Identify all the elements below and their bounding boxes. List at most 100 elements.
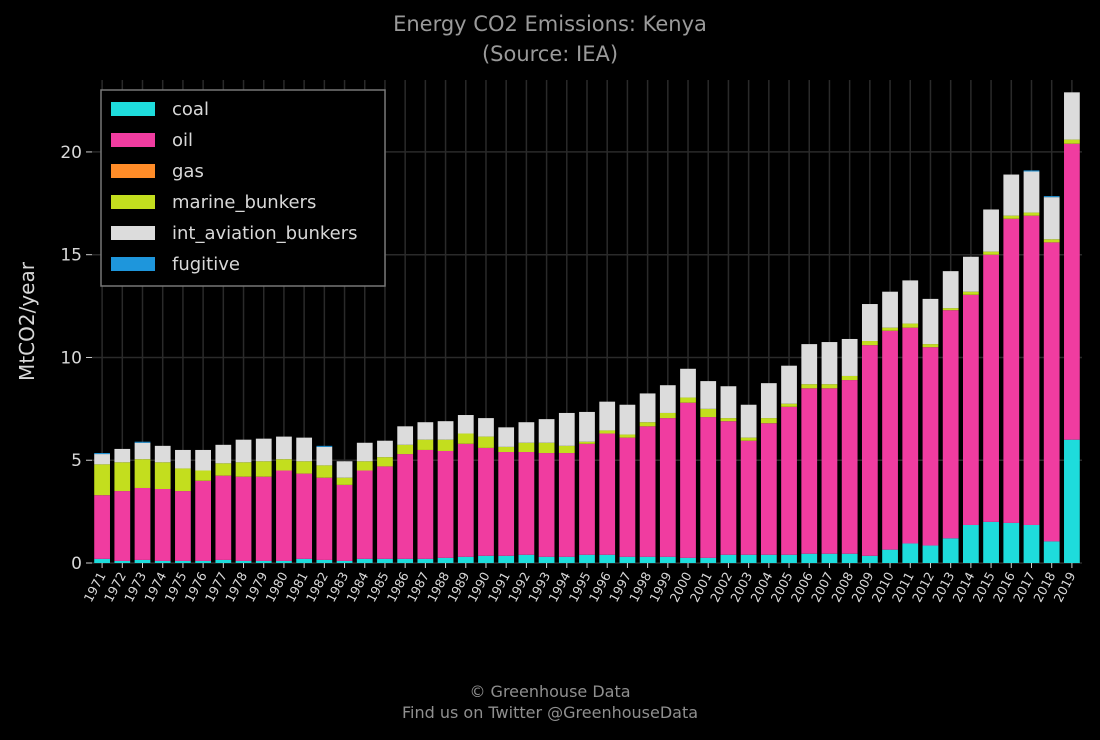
y-axis-label: MtCO2/year: [15, 261, 39, 381]
bar-int_aviation_bunkers-1986: [397, 426, 414, 445]
bar-coal-2002: [720, 554, 737, 563]
bar-coal-2003: [740, 554, 757, 563]
bar-coal-1982: [316, 559, 333, 563]
bar-int_aviation_bunkers-1971: [94, 454, 110, 465]
bar-coal-1993: [538, 556, 555, 563]
bar-marine_bunkers-2006: [801, 384, 818, 389]
bar-int_aviation_bunkers-2017: [1023, 171, 1040, 213]
bar-int_aviation_bunkers-2010: [882, 291, 898, 328]
bar-oil-1993: [538, 453, 555, 557]
bar-int_aviation_bunkers-1979: [255, 438, 272, 462]
bar-int_aviation_bunkers-1999: [659, 385, 676, 413]
bar-coal-2007: [821, 553, 838, 563]
bar-oil-2005: [781, 406, 797, 555]
bar-coal-1990: [478, 555, 494, 563]
bar-oil-1999: [659, 418, 676, 557]
bar-int_aviation_bunkers-1998: [639, 393, 656, 423]
bar-oil-2010: [882, 330, 898, 550]
bar-oil-1986: [397, 454, 414, 559]
bar-marine_bunkers-2015: [983, 251, 999, 255]
bar-coal-1980: [276, 560, 292, 563]
bar-coal-1976: [195, 560, 212, 563]
bar-marine_bunkers-1991: [498, 446, 515, 453]
bar-fugitive-2018: [1043, 196, 1060, 198]
bar-int_aviation_bunkers-1996: [599, 401, 616, 431]
bar-oil-1982: [316, 477, 333, 560]
legend-swatch-int_aviation_bunkers: [111, 226, 155, 240]
bar-oil-2001: [700, 417, 717, 558]
bar-coal-1979: [255, 560, 272, 563]
bar-oil-2004: [760, 423, 777, 555]
bar-marine_bunkers-1972: [114, 462, 131, 492]
chart-subtitle: (Source: IEA): [481, 42, 619, 66]
bar-marine_bunkers-1976: [195, 470, 212, 481]
bar-coal-1991: [498, 555, 515, 563]
bar-coal-2013: [942, 538, 959, 563]
bar-marine_bunkers-1982: [316, 465, 333, 478]
bar-fugitive-2017: [1023, 170, 1040, 172]
bar-coal-2010: [882, 549, 898, 563]
bar-int_aviation_bunkers-2000: [680, 368, 696, 398]
bar-int_aviation_bunkers-2012: [922, 298, 939, 345]
bar-marine_bunkers-2002: [720, 418, 737, 422]
bar-oil-2015: [983, 254, 999, 522]
bar-oil-1983: [336, 484, 353, 561]
bar-int_aviation_bunkers-1992: [518, 422, 535, 443]
bar-oil-2011: [902, 327, 919, 544]
bar-oil-1991: [498, 452, 515, 556]
bar-int_aviation_bunkers-2006: [801, 344, 818, 385]
bar-marine_bunkers-1995: [579, 441, 595, 444]
bar-oil-2019: [1064, 143, 1080, 440]
bar-int_aviation_bunkers-1988: [437, 421, 454, 440]
bar-coal-2018: [1043, 541, 1060, 563]
bar-int_aviation_bunkers-2008: [841, 338, 858, 376]
bar-oil-1984: [356, 470, 373, 559]
bar-marine_bunkers-2005: [781, 403, 797, 407]
bar-int_aviation_bunkers-1974: [154, 445, 171, 463]
bar-coal-2014: [962, 524, 979, 563]
y-tick-label: 5: [71, 451, 82, 471]
bar-int_aviation_bunkers-1977: [215, 444, 232, 464]
bar-int_aviation_bunkers-2014: [962, 256, 979, 292]
bar-marine_bunkers-2003: [740, 437, 757, 441]
bar-oil-1994: [558, 453, 575, 557]
y-tick-label: 10: [60, 348, 82, 368]
bar-oil-1990: [478, 447, 494, 556]
bar-marine_bunkers-2011: [902, 323, 919, 328]
bar-coal-2006: [801, 553, 818, 563]
bar-int_aviation_bunkers-1990: [478, 418, 494, 437]
bar-marine_bunkers-1988: [437, 439, 454, 451]
bar-marine_bunkers-2004: [760, 418, 777, 424]
legend-label-gas: gas: [172, 161, 204, 182]
bar-int_aviation_bunkers-1982: [316, 446, 333, 466]
bar-coal-1989: [457, 556, 474, 563]
bar-marine_bunkers-2009: [861, 341, 878, 346]
credit-line-2: Find us on Twitter @GreenhouseData: [401, 703, 699, 722]
bar-int_aviation_bunkers-1972: [114, 448, 131, 463]
bar-coal-2011: [902, 543, 919, 563]
bar-oil-1971: [94, 495, 110, 559]
y-tick-label: 20: [60, 143, 82, 163]
bar-coal-1978: [235, 560, 252, 563]
bar-marine_bunkers-1994: [558, 445, 575, 454]
bar-oil-1977: [215, 475, 232, 560]
bar-marine_bunkers-1973: [134, 459, 151, 488]
bar-coal-2009: [861, 555, 878, 563]
bar-marine_bunkers-2016: [1003, 215, 1020, 219]
bar-coal-1986: [397, 558, 414, 563]
bar-oil-1987: [417, 449, 434, 559]
bar-marine_bunkers-1971: [94, 464, 110, 496]
bar-marine_bunkers-1979: [255, 461, 272, 477]
bar-coal-2008: [841, 553, 858, 563]
bar-marine_bunkers-1983: [336, 477, 353, 485]
bar-oil-2008: [841, 380, 858, 554]
bar-coal-1984: [356, 558, 373, 563]
bar-oil-1981: [296, 473, 313, 559]
bar-int_aviation_bunkers-2001: [700, 381, 717, 409]
bar-marine_bunkers-1975: [175, 468, 191, 492]
legend-label-int_aviation_bunkers: int_aviation_bunkers: [172, 223, 358, 244]
bar-marine_bunkers-1992: [518, 442, 535, 453]
bar-marine_bunkers-1981: [296, 461, 313, 474]
bar-int_aviation_bunkers-2015: [983, 209, 999, 252]
bar-int_aviation_bunkers-2007: [821, 342, 838, 385]
